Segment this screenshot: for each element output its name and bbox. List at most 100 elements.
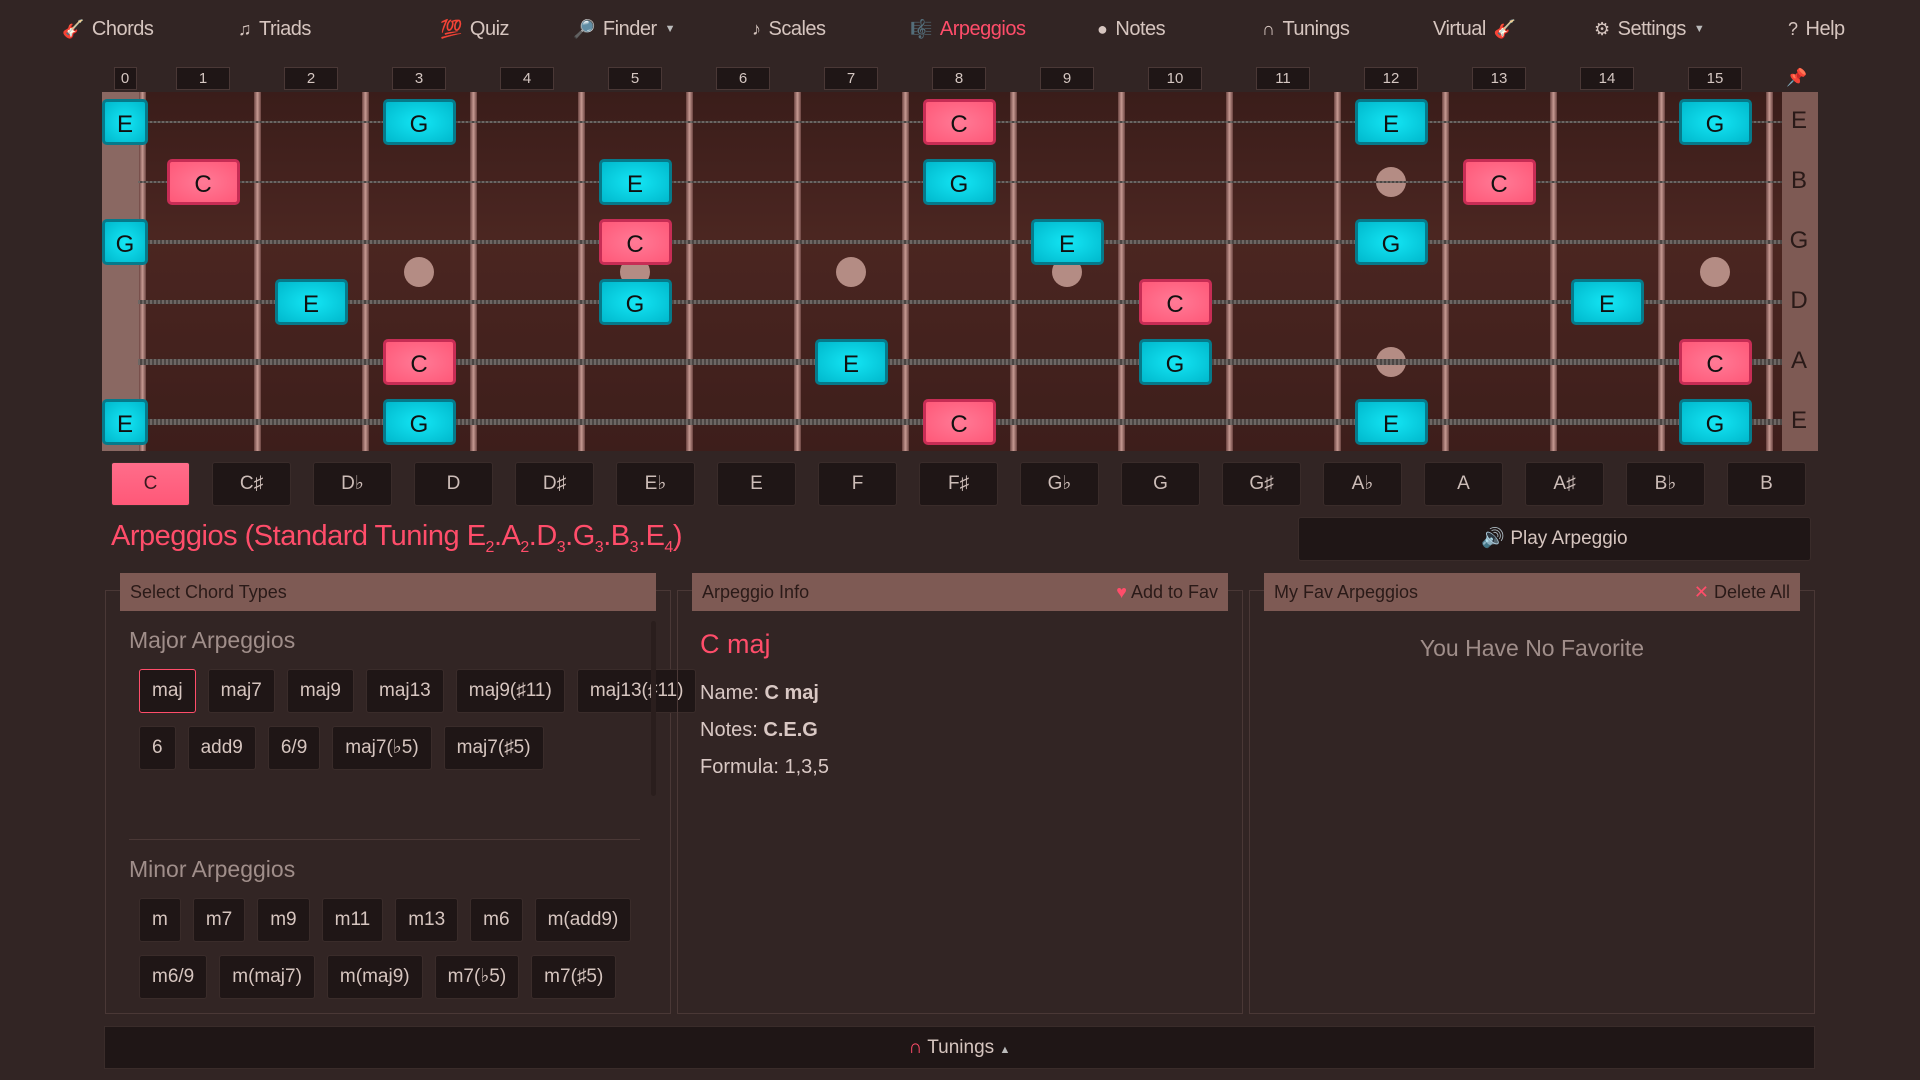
nav-settings[interactable]: ⚙ Settings ▼ <box>1594 14 1705 44</box>
chord-type-button[interactable]: maj7 <box>207 669 275 713</box>
note-marker[interactable]: C <box>922 399 996 445</box>
chord-type-button[interactable]: m6/9 <box>139 955 208 999</box>
chord-type-button[interactable]: m11 <box>321 898 384 942</box>
note-marker[interactable]: E <box>598 159 672 205</box>
fret-wire <box>1010 92 1017 451</box>
add-to-fav-button[interactable]: ♥ Add to Fav <box>1116 582 1218 602</box>
key-button[interactable]: D <box>414 462 493 506</box>
key-button[interactable]: G♭ <box>1020 462 1099 506</box>
fret-wire <box>794 92 801 451</box>
chord-type-button[interactable]: m(maj7) <box>219 955 315 999</box>
note-marker[interactable]: E <box>1030 219 1104 265</box>
note-marker[interactable]: C <box>382 339 456 385</box>
note-marker[interactable]: E <box>1570 279 1644 325</box>
nav-help[interactable]: ? Help <box>1788 14 1845 44</box>
chord-type-button[interactable]: m6 <box>470 898 523 942</box>
key-button[interactable]: A♯ <box>1525 462 1604 506</box>
chord-type-button[interactable]: maj9(♯11) <box>455 669 565 713</box>
note-marker[interactable]: G <box>1678 399 1752 445</box>
key-button[interactable]: E♭ <box>616 462 695 506</box>
nav-arpeggios[interactable]: 🎼 Arpeggios <box>910 14 1026 44</box>
caret-up-icon: ▲ <box>999 1044 1011 1056</box>
chord-type-button[interactable]: 6/9 <box>267 726 321 770</box>
note-marker[interactable]: C <box>1678 339 1752 385</box>
nav-tunings[interactable]: ∩ Tunings <box>1262 14 1350 44</box>
nav-quiz[interactable]: 💯 Quiz <box>440 14 510 44</box>
chord-type-button[interactable]: m13 <box>395 898 459 942</box>
chord-type-button[interactable]: maj13 <box>366 669 444 713</box>
chord-type-button[interactable]: 6 <box>139 726 176 770</box>
key-button[interactable]: B♭ <box>1626 462 1705 506</box>
major-section-title: Major Arpeggios <box>129 627 296 653</box>
fret-number: 0 <box>113 67 137 90</box>
key-button[interactable]: A <box>1424 462 1503 506</box>
nav-scales[interactable]: ♪ Scales <box>752 14 826 44</box>
key-button[interactable]: F♯ <box>919 462 998 506</box>
note-marker[interactable]: G <box>1678 99 1752 145</box>
magnet-icon: ∩ <box>1262 18 1275 39</box>
nav-finder[interactable]: 🔎 Finder ▼ <box>573 14 676 44</box>
nav-label: Scales <box>768 17 827 40</box>
tunings-footer-toggle[interactable]: ∩ Tunings ▲ <box>104 1026 1815 1069</box>
key-button[interactable]: D♭ <box>313 462 392 506</box>
magnet-icon: ∩ <box>908 1037 923 1058</box>
minor-section-title: Minor Arpeggios <box>129 856 296 882</box>
nav-label: Chords <box>91 17 154 40</box>
key-button[interactable]: F <box>818 462 897 506</box>
pushpin-icon[interactable]: 📌 <box>1786 68 1808 87</box>
chord-type-button[interactable]: maj13(♯11) <box>576 669 697 713</box>
key-button[interactable]: A♭ <box>1323 462 1402 506</box>
chord-type-button[interactable]: maj7(♭5) <box>332 726 432 770</box>
chord-type-button[interactable]: maj9 <box>286 669 354 713</box>
note-marker[interactable]: C <box>922 99 996 145</box>
chord-type-button[interactable]: maj7(♯5) <box>443 726 544 770</box>
chord-type-button[interactable]: add9 <box>187 726 256 770</box>
chord-type-button[interactable]: m7(♭5) <box>434 955 520 999</box>
chord-type-button[interactable]: m7 <box>192 898 246 942</box>
nav-virtual[interactable]: Virtual 🎸 <box>1433 14 1516 44</box>
fret-number: 7 <box>824 67 878 90</box>
fret-number: 3 <box>392 67 446 90</box>
major-chips: maj maj7 maj9 maj13 maj9(♯11) maj13(♯11) 6 add9… <box>139 669 699 770</box>
scrollbar[interactable] <box>651 621 656 796</box>
note-marker[interactable]: C <box>166 159 240 205</box>
string-label: D <box>1790 287 1808 314</box>
chord-type-button[interactable]: m(maj9) <box>326 955 423 999</box>
key-button[interactable]: C <box>111 462 190 506</box>
nav-label: Finder <box>602 17 657 40</box>
nav-label: Settings <box>1617 17 1687 40</box>
note-marker[interactable]: G <box>102 219 148 265</box>
nav-chords[interactable]: 🎸 Chords <box>62 14 154 44</box>
note-marker[interactable]: G <box>382 99 456 145</box>
note-marker[interactable]: E <box>102 99 148 145</box>
nav-notes[interactable]: ● Notes <box>1097 14 1166 44</box>
nav-label: Quiz <box>469 17 510 40</box>
note-marker[interactable]: C <box>598 219 672 265</box>
note-marker[interactable]: C <box>1138 279 1212 325</box>
key-button[interactable]: B <box>1727 462 1806 506</box>
note-marker[interactable]: E <box>102 399 148 445</box>
nav-triads[interactable]: ♫ Triads <box>238 14 311 44</box>
chord-type-button[interactable]: m(add9) <box>534 898 632 942</box>
note-marker[interactable]: G <box>922 159 996 205</box>
key-button[interactable]: E <box>717 462 796 506</box>
play-arpeggio-button[interactable]: 🔊 Play Arpeggio <box>1298 517 1811 561</box>
chord-type-button[interactable]: m7(♯5) <box>531 955 617 999</box>
note-marker[interactable]: G <box>598 279 672 325</box>
key-button[interactable]: C♯ <box>212 462 291 506</box>
note-marker[interactable]: E <box>1354 399 1428 445</box>
note-marker[interactable]: E <box>274 279 348 325</box>
note-marker[interactable]: G <box>1138 339 1212 385</box>
note-marker[interactable]: G <box>382 399 456 445</box>
delete-all-button[interactable]: ✕ Delete All <box>1693 582 1790 602</box>
note-marker[interactable]: C <box>1462 159 1536 205</box>
note-marker[interactable]: E <box>1354 99 1428 145</box>
note-marker[interactable]: E <box>814 339 888 385</box>
chord-type-button[interactable]: m <box>139 898 181 942</box>
note-marker[interactable]: G <box>1354 219 1428 265</box>
key-button[interactable]: G <box>1121 462 1200 506</box>
key-button[interactable]: D♯ <box>515 462 594 506</box>
chord-type-button[interactable]: m9 <box>257 898 310 942</box>
key-button[interactable]: G♯ <box>1222 462 1301 506</box>
chord-type-button[interactable]: maj <box>139 669 196 713</box>
